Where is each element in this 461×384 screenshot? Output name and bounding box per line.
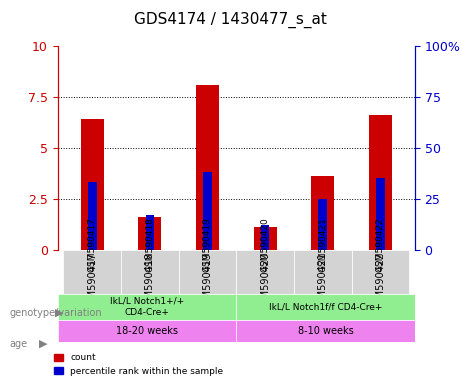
FancyBboxPatch shape — [236, 250, 294, 294]
Text: genotype/variation: genotype/variation — [9, 308, 102, 318]
Text: GSM590419: GSM590419 — [203, 217, 212, 272]
Text: age: age — [9, 339, 27, 349]
Bar — [88, 182, 96, 250]
Bar — [146, 215, 154, 250]
Text: 8-10 weeks: 8-10 weeks — [298, 326, 354, 336]
Bar — [376, 178, 384, 250]
Text: 18-20 weeks: 18-20 weeks — [116, 326, 178, 336]
FancyBboxPatch shape — [236, 294, 415, 319]
FancyBboxPatch shape — [236, 319, 415, 342]
Text: GSM590421: GSM590421 — [318, 252, 328, 311]
Text: ▶: ▶ — [55, 308, 64, 318]
Bar — [319, 199, 327, 250]
Bar — [138, 217, 161, 250]
Text: GSM590420: GSM590420 — [260, 252, 270, 311]
Text: GSM590421: GSM590421 — [318, 217, 327, 272]
Text: IkL/L Notch1+/+
CD4-Cre+: IkL/L Notch1+/+ CD4-Cre+ — [110, 297, 184, 317]
Text: GSM590422: GSM590422 — [375, 252, 385, 311]
Bar — [261, 225, 269, 250]
Text: GSM590418: GSM590418 — [145, 252, 155, 311]
Bar — [203, 172, 212, 250]
Bar — [81, 119, 104, 250]
Text: GSM590420: GSM590420 — [260, 217, 270, 272]
FancyBboxPatch shape — [121, 250, 179, 294]
FancyBboxPatch shape — [58, 319, 236, 342]
Text: GSM590419: GSM590419 — [202, 252, 213, 311]
FancyBboxPatch shape — [351, 250, 409, 294]
Text: GSM590418: GSM590418 — [145, 217, 154, 272]
Text: ▶: ▶ — [39, 339, 47, 349]
Bar — [311, 176, 334, 250]
Legend: count, percentile rank within the sample: count, percentile rank within the sample — [51, 350, 227, 379]
Text: GSM590417: GSM590417 — [87, 252, 97, 311]
FancyBboxPatch shape — [179, 250, 236, 294]
Text: GSM590422: GSM590422 — [376, 217, 385, 272]
Text: IkL/L Notch1f/f CD4-Cre+: IkL/L Notch1f/f CD4-Cre+ — [269, 302, 382, 311]
Bar — [254, 227, 277, 250]
Text: GSM590417: GSM590417 — [88, 217, 97, 272]
FancyBboxPatch shape — [64, 250, 121, 294]
Bar — [196, 85, 219, 250]
FancyBboxPatch shape — [294, 250, 351, 294]
Bar — [369, 115, 392, 250]
FancyBboxPatch shape — [58, 294, 236, 319]
Text: GDS4174 / 1430477_s_at: GDS4174 / 1430477_s_at — [134, 12, 327, 28]
